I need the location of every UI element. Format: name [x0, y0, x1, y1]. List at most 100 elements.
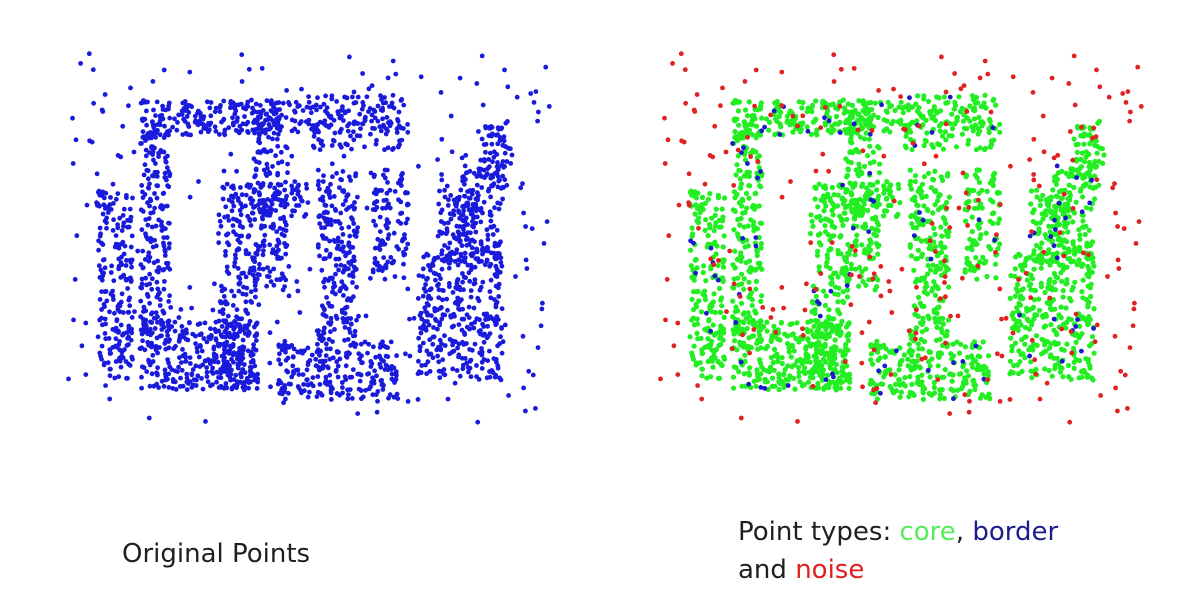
original-point: [265, 165, 270, 171]
core-point: [810, 119, 817, 125]
core-point: [1049, 306, 1055, 313]
core-point: [935, 198, 941, 204]
core-point: [963, 218, 969, 224]
original-point: [252, 130, 257, 136]
original-point: [150, 119, 155, 125]
original-point: [321, 173, 326, 179]
original-point: [190, 367, 196, 372]
core-point: [915, 247, 921, 253]
core-point: [991, 137, 997, 143]
core-point: [934, 253, 941, 259]
original-point: [264, 98, 270, 104]
core-point: [734, 162, 740, 168]
original-point: [152, 326, 158, 331]
original-point: [348, 321, 354, 327]
core-point: [861, 136, 868, 142]
original-point: [418, 310, 424, 316]
original-point: [451, 208, 457, 214]
original-point: [118, 322, 124, 328]
original-point: [474, 374, 479, 379]
original-point: [321, 336, 326, 342]
core-point: [831, 192, 837, 198]
original-point: [223, 349, 229, 355]
original-point: [313, 123, 318, 128]
original-point: [446, 258, 451, 264]
original-point: [524, 266, 530, 271]
core-point: [863, 122, 870, 128]
original-point: [252, 283, 258, 288]
original-point: [436, 368, 442, 374]
original-point: [282, 284, 287, 289]
original-point: [349, 215, 354, 221]
core-point: [819, 367, 825, 373]
original-point: [253, 101, 259, 107]
original-point: [138, 100, 144, 106]
original-point: [227, 334, 233, 340]
original-point: [273, 153, 278, 159]
original-point: [372, 115, 378, 121]
original-point: [328, 329, 333, 335]
original-point: [334, 359, 340, 365]
original-point: [466, 304, 472, 310]
original-point: [146, 258, 152, 264]
original-point: [330, 386, 335, 392]
core-point: [1060, 262, 1066, 268]
original-point: [100, 189, 106, 195]
original-point: [144, 122, 149, 128]
core-point: [811, 334, 817, 340]
core-point: [847, 379, 853, 385]
original-point: [216, 318, 222, 324]
core-point: [703, 217, 709, 223]
original-point: [99, 240, 104, 246]
original-point: [161, 383, 167, 389]
original-point: [210, 365, 216, 371]
core-point: [935, 363, 941, 369]
core-point: [909, 104, 915, 110]
original-point: [217, 132, 222, 137]
core-point: [965, 137, 972, 143]
original-point: [353, 234, 359, 239]
original-point: [438, 276, 443, 282]
original-point: [245, 213, 251, 219]
original-point: [307, 358, 313, 363]
original-point: [349, 396, 355, 401]
core-point: [852, 266, 858, 272]
original-point: [348, 316, 354, 321]
core-point: [896, 377, 902, 383]
original-point: [111, 217, 116, 223]
original-point: [392, 189, 398, 194]
original-point: [90, 67, 96, 73]
original-point: [341, 319, 347, 325]
original-point: [496, 206, 502, 212]
original-point: [285, 161, 290, 167]
core-point: [990, 172, 996, 178]
original-point: [240, 355, 246, 361]
original-point: [217, 218, 223, 224]
original-point: [351, 294, 356, 300]
core-point: [1046, 280, 1052, 287]
original-point: [104, 220, 109, 226]
original-point: [78, 61, 83, 66]
original-point: [328, 315, 334, 321]
core-point: [703, 278, 709, 284]
original-point: [343, 198, 348, 204]
original-point: [242, 323, 248, 329]
original-point: [111, 201, 116, 206]
core-point: [867, 143, 873, 149]
original-point: [474, 174, 480, 179]
original-point: [305, 200, 311, 206]
original-point: [492, 205, 497, 211]
original-point: [380, 100, 386, 106]
original-point: [475, 419, 481, 425]
core-point: [979, 205, 985, 211]
original-point: [338, 177, 343, 182]
core-point: [990, 178, 996, 184]
original-point: [159, 228, 165, 233]
original-point: [362, 339, 368, 345]
original-point: [211, 353, 217, 359]
core-point: [748, 265, 755, 271]
original-point: [405, 216, 410, 222]
original-point: [488, 295, 494, 301]
original-point: [448, 113, 454, 119]
core-point: [1081, 141, 1087, 147]
